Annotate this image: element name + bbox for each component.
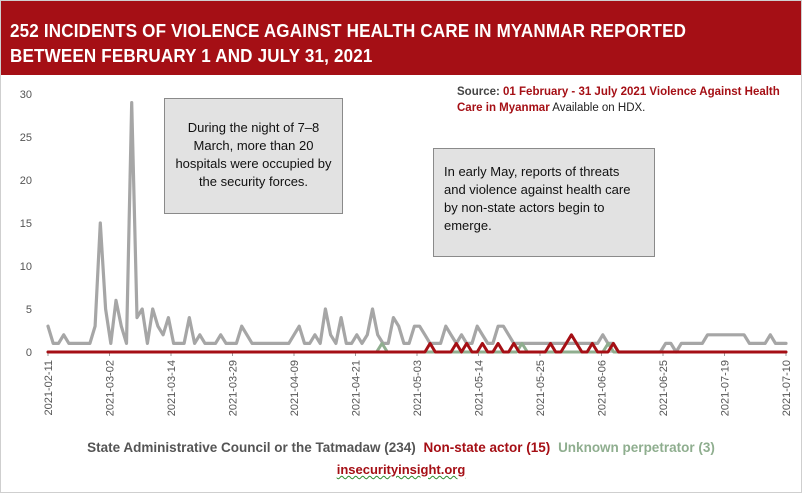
x-tick-label: 2021-06-25 (658, 360, 670, 416)
series-line-2 (46, 333, 788, 354)
chart-title: 252 INCIDENTS OF VIOLENCE AGAINST HEALTH… (10, 20, 687, 66)
x-tick-label: 2021-05-25 (535, 360, 547, 416)
source-suffix: Available on HDX. (552, 102, 646, 114)
y-tick-label: 0 (26, 347, 32, 359)
y-tick-label: 10 (20, 261, 32, 273)
x-tick-label: 2021-03-02 (105, 360, 117, 416)
annotation-march: During the night of 7–8 March, more than… (164, 98, 343, 214)
y-tick-label: 30 (20, 89, 32, 101)
x-tick-label: 2021-03-14 (166, 360, 178, 416)
source-label: Source: (457, 86, 500, 98)
annotation-may: In early May, reports of threats and vio… (433, 148, 655, 257)
x-tick-label: 2021-06-06 (597, 360, 609, 416)
legend-unknown: Unknown perpetrator (3) (558, 440, 715, 455)
y-tick-label: 5 (26, 304, 32, 316)
x-tick-label: 2021-07-10 (781, 360, 793, 416)
y-tick-label: 25 (20, 132, 32, 144)
title-bar: 252 INCIDENTS OF VIOLENCE AGAINST HEALTH… (1, 1, 801, 75)
x-tick-label: 2021-03-29 (228, 360, 240, 416)
legend: State Administrative Council or the Tatm… (0, 440, 802, 455)
footer: insecurityinsight.org (0, 462, 802, 477)
x-tick-label: 2021-07-19 (720, 360, 732, 416)
y-tick-label: 15 (20, 218, 32, 230)
x-tick-label: 2021-04-09 (289, 360, 301, 416)
legend-tatmadaw: State Administrative Council or the Tatm… (87, 440, 416, 455)
source-note: Source: 01 February - 31 July 2021 Viole… (457, 84, 787, 116)
series-line-1 (46, 100, 788, 354)
x-tick-label: 2021-05-14 (474, 360, 486, 416)
source-link[interactable]: 01 February - 31 July 2021 Violence Agai… (457, 86, 780, 114)
x-tick-label: 2021-04-21 (351, 360, 363, 416)
legend-non-state: Non-state actor (15) (423, 440, 551, 455)
footer-link[interactable]: insecurityinsight.org (336, 462, 466, 477)
y-tick-label: 20 (20, 175, 32, 187)
x-tick-label: 2021-05-03 (412, 360, 424, 416)
x-tick-label: 2021-02-11 (43, 360, 55, 415)
